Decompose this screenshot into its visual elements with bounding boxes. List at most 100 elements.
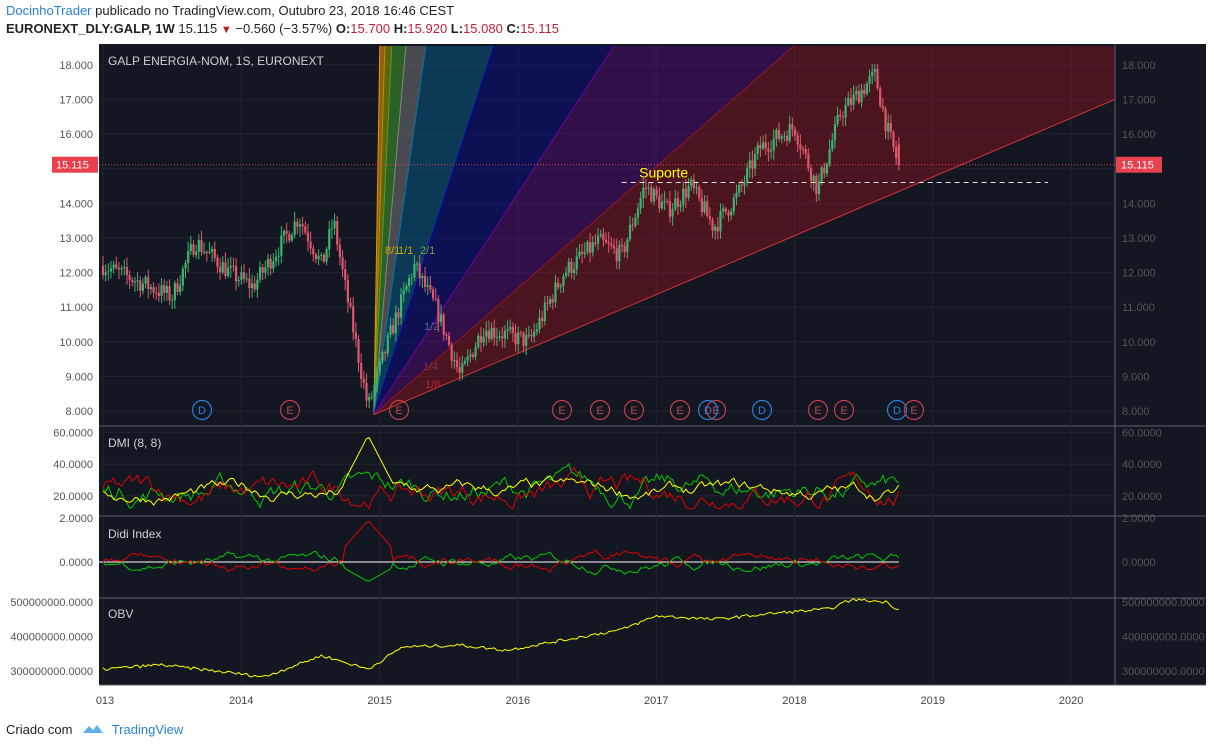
event-marker-label: E <box>286 405 293 417</box>
candle-body <box>485 330 488 337</box>
candle-body <box>376 371 379 385</box>
candle-body <box>290 235 294 241</box>
candle-body <box>663 200 666 202</box>
candle-body <box>128 274 131 281</box>
x-tick-label: 2017 <box>644 695 668 707</box>
candle-body <box>865 83 868 94</box>
candle-body <box>219 266 222 273</box>
main-pane-title: GALP ENERGIA-NOM, 1S, EURONEXT <box>108 54 324 68</box>
y-tick-label-left: 400000000.0000 <box>10 632 93 644</box>
gann-level-label: 1/1 <box>398 245 413 257</box>
gann-level-label: 1/4 <box>423 361 438 373</box>
x-tick-label: 013 <box>96 695 114 707</box>
candle-body <box>735 192 738 198</box>
candle-body <box>400 294 403 318</box>
candle-body <box>634 217 637 226</box>
candle-body <box>304 226 307 233</box>
y-tick-label-right: 11.000 <box>1122 302 1155 314</box>
candle-body <box>229 265 232 268</box>
symbol-label: EURONEXT_DLY:GALP, 1W <box>6 21 175 36</box>
candle-body <box>767 148 770 152</box>
tradingview-logo-icon[interactable] <box>82 723 104 738</box>
candle-body <box>453 360 456 362</box>
y-tick-label-left: 14.000 <box>59 198 93 210</box>
candle-body <box>815 175 818 195</box>
candle-body <box>583 252 586 254</box>
candle-body <box>272 261 275 269</box>
candle-body <box>655 189 658 196</box>
candle-body <box>639 198 642 209</box>
candle-body <box>437 299 440 323</box>
candle-body <box>333 220 336 229</box>
candle-body <box>839 114 842 117</box>
candle-body <box>309 241 312 249</box>
gann-fan-zone <box>373 46 1115 415</box>
candle-body <box>261 267 264 273</box>
candle-body <box>330 228 334 230</box>
candle-body <box>101 265 105 276</box>
event-marker-icon <box>669 399 691 421</box>
candle-body <box>450 344 453 361</box>
candle-body <box>458 366 461 373</box>
candle-body <box>141 283 145 291</box>
candle-body <box>136 280 139 282</box>
gann-fan-line <box>373 45 615 415</box>
candle-body <box>692 179 695 188</box>
open-value: 15.700 <box>350 21 391 36</box>
candle-body <box>506 329 509 332</box>
candle-body <box>628 224 632 240</box>
candle-body <box>615 248 618 262</box>
candle-body <box>791 124 794 130</box>
candle-body <box>421 275 424 279</box>
footer: Criado com TradingView <box>6 722 183 738</box>
tradingview-link[interactable]: TradingView <box>111 722 184 737</box>
candle-body <box>687 186 690 198</box>
gann-fan-line <box>373 45 407 415</box>
candle-body <box>328 229 331 250</box>
candle-body <box>772 138 775 151</box>
candle-body <box>660 201 664 209</box>
candle-body <box>764 142 767 149</box>
candle-body <box>730 211 733 216</box>
down-arrow-icon: ▼ <box>220 24 232 36</box>
y-tick-label-right: 13.000 <box>1122 233 1156 245</box>
gann-level-label: 1/2 <box>424 321 439 333</box>
candle-body <box>149 286 153 290</box>
y-tick-label-right: 400000000.0000 <box>1122 632 1205 644</box>
candle-body <box>418 263 421 279</box>
candle-body <box>389 325 392 335</box>
author-link[interactable]: DocinhoTrader <box>6 3 92 18</box>
candle-body <box>109 268 113 272</box>
event-marker-icon <box>589 399 611 421</box>
candle-body <box>415 263 419 265</box>
y-tick-label-right: 20.0000 <box>1122 491 1162 503</box>
y-tick-label-left: 11.000 <box>60 302 93 314</box>
candle-body <box>474 346 477 358</box>
candle-body <box>296 221 299 227</box>
candle-body <box>402 290 405 295</box>
candle-body <box>405 285 408 291</box>
candle-body <box>237 279 240 282</box>
y-tick-label-left: 300000000.0000 <box>10 666 93 678</box>
candle-body <box>248 278 251 288</box>
y-tick-label-left: 12.000 <box>59 268 93 280</box>
candle-body <box>671 209 674 217</box>
didi-fast-line <box>102 550 900 582</box>
y-tick-label-right: 500000000.0000 <box>1122 597 1205 609</box>
candle-body <box>825 164 829 174</box>
candle-body <box>370 396 373 398</box>
adx-line <box>102 436 900 506</box>
candle-body <box>756 144 759 154</box>
candle-body <box>596 235 600 244</box>
candle-body <box>769 150 773 152</box>
candle-body <box>511 327 514 333</box>
candle-body <box>844 105 847 118</box>
candle-body <box>527 334 530 336</box>
candle-body <box>538 317 541 330</box>
candle-body <box>352 306 355 333</box>
candle-body <box>336 220 339 245</box>
candle-body <box>312 248 315 255</box>
candle-body <box>413 263 416 278</box>
event-marker-icon <box>705 399 727 421</box>
